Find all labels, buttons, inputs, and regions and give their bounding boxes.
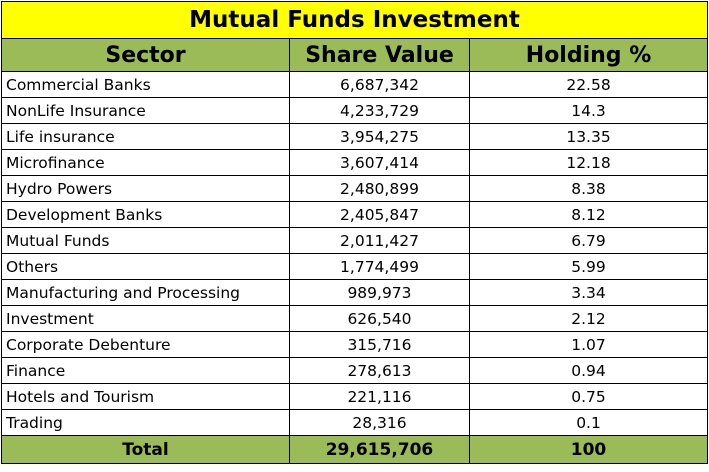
share-value-cell[interactable]: 3,954,275 — [289, 123, 470, 150]
holding-cell[interactable]: 2.12 — [468, 305, 709, 332]
table-row: Life insurance 3,954,275 13.35 — [1, 123, 709, 150]
header-row: Sector Share Value Holding % — [1, 38, 709, 72]
sector-cell[interactable]: NonLife Insurance — [1, 97, 290, 124]
table-row: Trading 28,316 0.1 — [1, 409, 709, 436]
sector-cell[interactable]: Hydro Powers — [1, 175, 290, 202]
sector-cell[interactable]: Hotels and Tourism — [1, 383, 290, 410]
table-row: Manufacturing and Processing 989,973 3.34 — [1, 279, 709, 306]
table-row: Commercial Banks 6,687,342 22.58 — [1, 71, 709, 98]
share-value-cell[interactable]: 6,687,342 — [289, 71, 470, 98]
table-row: Others 1,774,499 5.99 — [1, 253, 709, 280]
sector-cell[interactable]: Investment — [1, 305, 290, 332]
sector-cell[interactable]: Manufacturing and Processing — [1, 279, 290, 306]
holding-cell[interactable]: 22.58 — [468, 71, 709, 98]
column-header-share-value[interactable]: Share Value — [289, 38, 470, 72]
title-row: Mutual Funds Investment — [0, 1, 709, 39]
holding-cell[interactable]: 8.38 — [468, 175, 709, 202]
holding-cell[interactable]: 6.79 — [468, 227, 709, 254]
holding-cell[interactable]: 8.12 — [468, 201, 709, 228]
total-label-cell[interactable]: Total — [1, 435, 290, 464]
table-row: Corporate Debenture 315,716 1.07 — [1, 331, 709, 358]
share-value-cell[interactable]: 1,774,499 — [289, 253, 470, 280]
sector-cell[interactable]: Finance — [1, 357, 290, 384]
sector-cell[interactable]: Life insurance — [1, 123, 290, 150]
column-header-holding[interactable]: Holding % — [468, 38, 709, 72]
share-value-cell[interactable]: 28,316 — [289, 409, 470, 436]
share-value-cell[interactable]: 3,607,414 — [289, 149, 470, 176]
total-share-value-cell[interactable]: 29,615,706 — [289, 435, 470, 464]
share-value-cell[interactable]: 278,613 — [289, 357, 470, 384]
share-value-cell[interactable]: 2,480,899 — [289, 175, 470, 202]
share-value-cell[interactable]: 4,233,729 — [289, 97, 470, 124]
table-row: Hydro Powers 2,480,899 8.38 — [1, 175, 709, 202]
sector-cell[interactable]: Commercial Banks — [1, 71, 290, 98]
share-value-cell[interactable]: 989,973 — [289, 279, 470, 306]
sector-cell[interactable]: Others — [1, 253, 290, 280]
sector-cell[interactable]: Development Banks — [1, 201, 290, 228]
table-row: Investment 626,540 2.12 — [1, 305, 709, 332]
holding-cell[interactable]: 3.34 — [468, 279, 709, 306]
total-holding-cell[interactable]: 100 — [468, 435, 709, 464]
holding-cell[interactable]: 12.18 — [468, 149, 709, 176]
column-header-sector[interactable]: Sector — [1, 38, 290, 72]
sector-cell[interactable]: Mutual Funds — [1, 227, 290, 254]
holding-cell[interactable]: 14.3 — [468, 97, 709, 124]
table-row: Finance 278,613 0.94 — [1, 357, 709, 384]
sector-cell[interactable]: Trading — [1, 409, 290, 436]
total-row: Total 29,615,706 100 — [1, 435, 709, 464]
sector-cell[interactable]: Microfinance — [1, 149, 290, 176]
table-row: Mutual Funds 2,011,427 6.79 — [1, 227, 709, 254]
table-row: NonLife Insurance 4,233,729 14.3 — [1, 97, 709, 124]
holding-cell[interactable]: 0.1 — [468, 409, 709, 436]
holding-cell[interactable]: 0.94 — [468, 357, 709, 384]
share-value-cell[interactable]: 626,540 — [289, 305, 470, 332]
table-row: Microfinance 3,607,414 12.18 — [1, 149, 709, 176]
table-title[interactable]: Mutual Funds Investment — [0, 1, 709, 39]
holding-cell[interactable]: 1.07 — [468, 331, 709, 358]
share-value-cell[interactable]: 315,716 — [289, 331, 470, 358]
holding-cell[interactable]: 5.99 — [468, 253, 709, 280]
sector-cell[interactable]: Corporate Debenture — [1, 331, 290, 358]
table-row: Development Banks 2,405,847 8.12 — [1, 201, 709, 228]
share-value-cell[interactable]: 2,011,427 — [289, 227, 470, 254]
holding-cell[interactable]: 13.35 — [468, 123, 709, 150]
share-value-cell[interactable]: 221,116 — [289, 383, 470, 410]
table-row: Hotels and Tourism 221,116 0.75 — [1, 383, 709, 410]
holding-cell[interactable]: 0.75 — [468, 383, 709, 410]
share-value-cell[interactable]: 2,405,847 — [289, 201, 470, 228]
